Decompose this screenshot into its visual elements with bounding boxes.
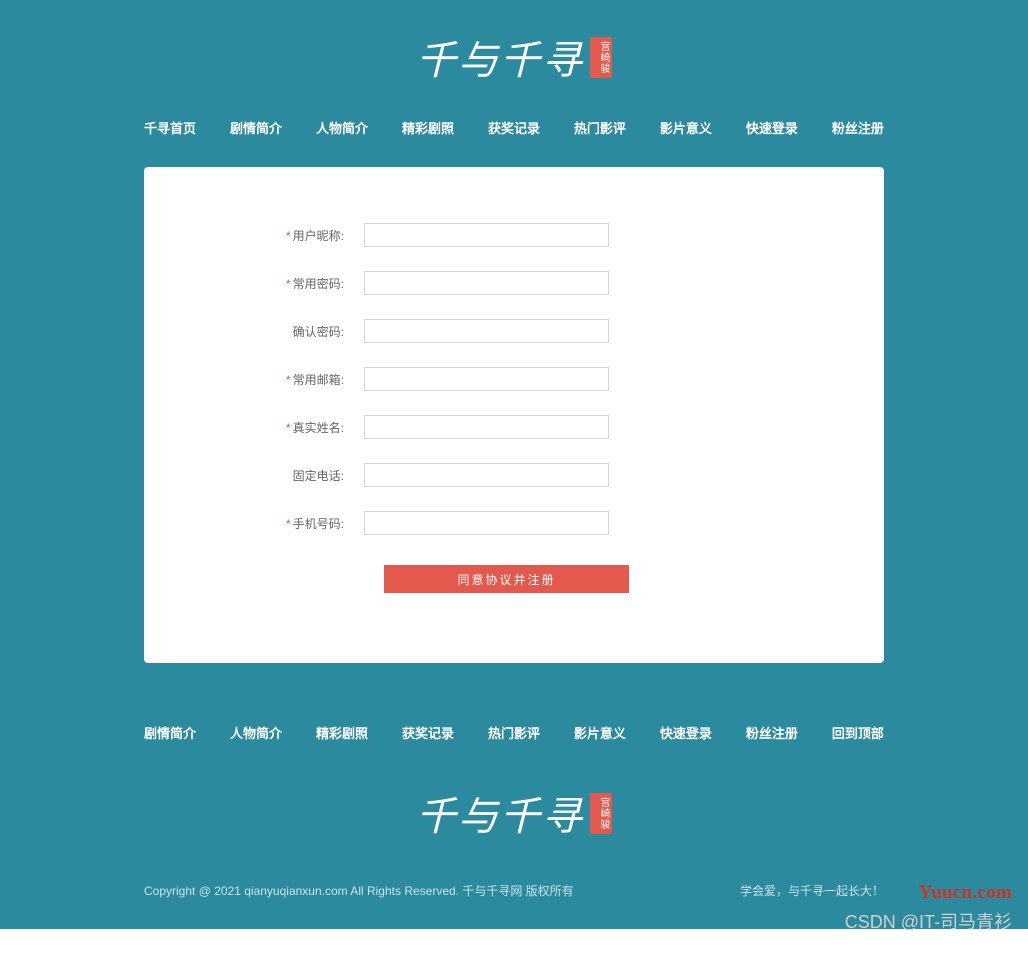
copyright-text: Copyright @ 2021 qianyuqianxun.com All R… bbox=[144, 882, 574, 899]
logo-text: 千与千寻 bbox=[416, 28, 584, 86]
footer-nav-awards[interactable]: 获奖记录 bbox=[402, 723, 454, 742]
field-label: 确认密码: bbox=[293, 325, 344, 339]
field-label: 常用密码: bbox=[293, 277, 344, 291]
label-wrap: *用户昵称: bbox=[184, 227, 364, 244]
footer-nav-top[interactable]: 回到顶部 bbox=[832, 723, 884, 742]
slogan-text: 学会爱，与千寻一起长大！ bbox=[740, 882, 884, 899]
password-input[interactable] bbox=[364, 271, 609, 295]
register-form-card: *用户昵称: *常用密码: 确认密码: bbox=[144, 167, 884, 663]
footer-logo[interactable]: 千与千寻 宫崎骏 bbox=[416, 784, 612, 842]
field-row-landline: 固定电话: bbox=[184, 463, 844, 487]
footer-nav-meaning[interactable]: 影片意义 bbox=[574, 723, 626, 742]
nav-register[interactable]: 粉丝注册 bbox=[832, 118, 884, 137]
nav-reviews[interactable]: 热门影评 bbox=[574, 118, 626, 137]
mobile-input[interactable] bbox=[364, 511, 609, 535]
logo-seal: 宫崎骏 bbox=[590, 37, 612, 78]
nav-login[interactable]: 快速登录 bbox=[746, 118, 798, 137]
footer-logo-text: 千与千寻 bbox=[416, 784, 584, 842]
field-row-nickname: *用户昵称: bbox=[184, 223, 844, 247]
field-row-password: *常用密码: bbox=[184, 271, 844, 295]
footer-bottom: Copyright @ 2021 qianyuqianxun.com All R… bbox=[144, 882, 884, 929]
landline-input[interactable] bbox=[364, 463, 609, 487]
submit-row: 同意协议并注册 bbox=[184, 565, 844, 593]
label-wrap: *常用邮箱: bbox=[184, 371, 364, 388]
label-wrap: *常用密码: bbox=[184, 275, 364, 292]
nav-plot[interactable]: 剧情简介 bbox=[230, 118, 282, 137]
footer-nav-reviews[interactable]: 热门影评 bbox=[488, 723, 540, 742]
footer-nav-plot[interactable]: 剧情简介 bbox=[144, 723, 196, 742]
field-row-email: *常用邮箱: bbox=[184, 367, 844, 391]
label-wrap: 固定电话: bbox=[184, 467, 364, 484]
required-marker: * bbox=[286, 277, 291, 291]
footer-nav-characters[interactable]: 人物简介 bbox=[230, 723, 282, 742]
realname-input[interactable] bbox=[364, 415, 609, 439]
required-marker: * bbox=[286, 517, 291, 531]
field-label: 常用邮箱: bbox=[293, 373, 344, 387]
submit-button[interactable]: 同意协议并注册 bbox=[384, 565, 629, 593]
footer-logo-seal: 宫崎骏 bbox=[590, 793, 612, 834]
register-form: *用户昵称: *常用密码: 确认密码: bbox=[184, 223, 844, 593]
field-row-mobile: *手机号码: bbox=[184, 511, 844, 535]
nav-meaning[interactable]: 影片意义 bbox=[660, 118, 712, 137]
label-wrap: *真实姓名: bbox=[184, 419, 364, 436]
main-nav: 千寻首页 剧情简介 人物简介 精彩剧照 获奖记录 热门影评 影片意义 快速登录 … bbox=[144, 104, 884, 167]
footer-nav-stills[interactable]: 精彩剧照 bbox=[316, 723, 368, 742]
label-wrap: *手机号码: bbox=[184, 515, 364, 532]
field-label: 用户昵称: bbox=[293, 229, 344, 243]
required-marker: * bbox=[286, 229, 291, 243]
footer-nav-register[interactable]: 粉丝注册 bbox=[746, 723, 798, 742]
footer-logo-wrap: 千与千寻 宫崎骏 bbox=[144, 762, 884, 882]
field-row-realname: *真实姓名: bbox=[184, 415, 844, 439]
nav-stills[interactable]: 精彩剧照 bbox=[402, 118, 454, 137]
required-marker: * bbox=[286, 373, 291, 387]
header-logo-wrap: 千与千寻 宫崎骏 bbox=[144, 0, 884, 104]
confirm-password-input[interactable] bbox=[364, 319, 609, 343]
site-logo[interactable]: 千与千寻 宫崎骏 bbox=[416, 28, 612, 86]
field-row-confirm-password: 确认密码: bbox=[184, 319, 844, 343]
footer-nav: 剧情简介 人物简介 精彩剧照 获奖记录 热门影评 影片意义 快速登录 粉丝注册 … bbox=[144, 693, 884, 762]
watermark-author: CSDN @IT-司马青衫 bbox=[845, 908, 1012, 934]
field-label: 固定电话: bbox=[293, 469, 344, 483]
nav-characters[interactable]: 人物简介 bbox=[316, 118, 368, 137]
field-label: 手机号码: bbox=[293, 517, 344, 531]
watermark-site: Yuucn.com bbox=[919, 882, 1012, 904]
label-wrap: 确认密码: bbox=[184, 323, 364, 340]
required-marker: * bbox=[286, 421, 291, 435]
nav-home[interactable]: 千寻首页 bbox=[144, 118, 196, 137]
field-label: 真实姓名: bbox=[293, 421, 344, 435]
nav-awards[interactable]: 获奖记录 bbox=[488, 118, 540, 137]
email-input[interactable] bbox=[364, 367, 609, 391]
footer-nav-login[interactable]: 快速登录 bbox=[660, 723, 712, 742]
nickname-input[interactable] bbox=[364, 223, 609, 247]
